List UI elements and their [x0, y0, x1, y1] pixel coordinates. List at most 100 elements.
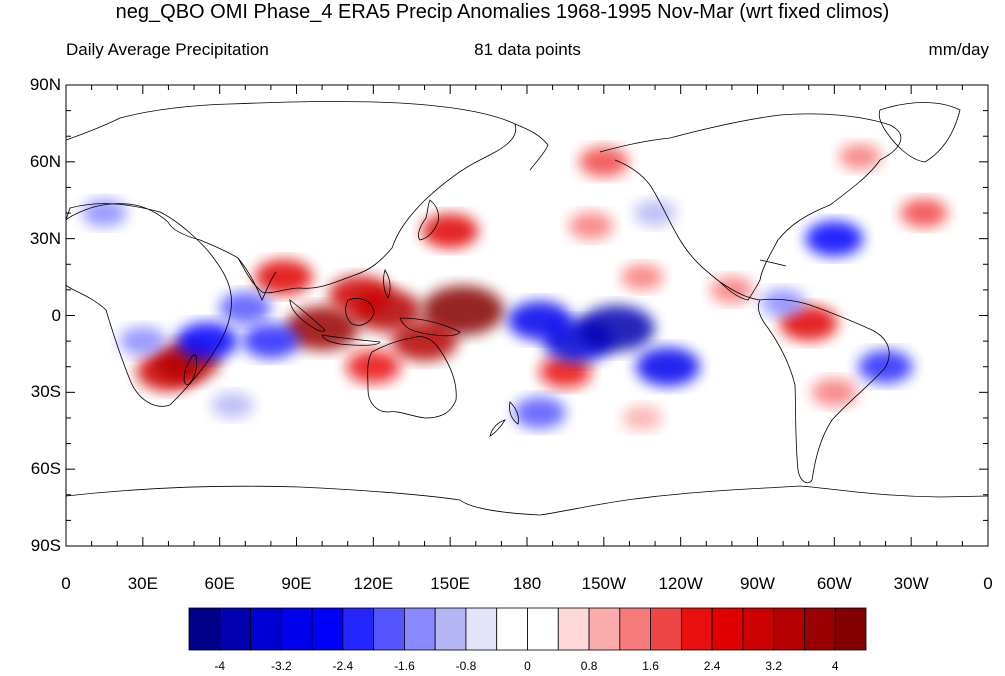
- lat-tick-label: 30S: [30, 382, 61, 402]
- anomaly-field: [82, 143, 948, 431]
- colorbar-swatch: [465, 607, 498, 651]
- lon-tick-label: 0: [61, 574, 71, 593]
- anomaly-blob: [254, 259, 313, 295]
- coastline-japan: [418, 199, 439, 241]
- lon-tick-label: 60W: [816, 574, 852, 593]
- colorbar-swatch: [373, 607, 405, 651]
- anomaly-blob: [219, 291, 272, 324]
- coastline-central-america: [719, 281, 761, 301]
- anomaly-blob: [242, 323, 300, 359]
- colorbar-swatch: [804, 607, 836, 651]
- lon-tick-label: 30E: [127, 574, 158, 593]
- lon-tick-label: 30W: [893, 574, 929, 593]
- coastline-borneo: [345, 298, 375, 326]
- anomaly-blob: [82, 199, 127, 227]
- colorbar-swatch: [711, 607, 744, 651]
- coastline-philippines: [383, 269, 391, 299]
- anomaly-blob: [285, 306, 359, 351]
- colorbar-tick-label: -3.2: [270, 659, 292, 673]
- colorbar-tick-label: 0: [524, 659, 531, 673]
- colorbar: [188, 607, 867, 651]
- colorbar-tick-label: 2.4: [703, 659, 721, 673]
- lat-tick-label: 60N: [29, 151, 61, 171]
- anomaly-blob: [633, 199, 677, 227]
- colorbar-tick-label: -4: [214, 659, 226, 673]
- coastline-south-america: [758, 298, 890, 484]
- anomaly-blob: [507, 301, 572, 341]
- anomaly-blob: [568, 211, 614, 240]
- colorbar-swatch: [557, 607, 590, 651]
- colorbar-swatch: [527, 607, 559, 651]
- anomaly-blob: [346, 350, 401, 384]
- colorbar-swatch: [742, 607, 775, 651]
- coastline-greenland: [878, 102, 961, 163]
- lon-tick-label: 180: [512, 574, 542, 593]
- anomaly-blob: [621, 263, 664, 291]
- lon-tick-label: 150W: [581, 574, 627, 593]
- coastline-caribbean: [759, 259, 787, 267]
- lon-tick-label: 90W: [740, 574, 775, 593]
- lon-tick-label: 120E: [353, 574, 394, 593]
- lon-tick-label: 0: [983, 574, 993, 593]
- colorbar-swatch: [280, 607, 313, 651]
- anomaly-blob: [579, 146, 629, 178]
- colorbar-swatch: [588, 607, 621, 651]
- coastline-madagascar: [183, 354, 198, 385]
- colorbar-tick-label: 3.2: [765, 659, 783, 673]
- lon-tick-label: 90E: [281, 574, 312, 593]
- lat-tick-label: 30N: [29, 228, 61, 248]
- colorbar-swatch: [834, 607, 867, 651]
- data-points-label: 81 data points: [474, 40, 581, 59]
- anomaly-blob: [805, 220, 864, 257]
- anomaly-blob: [539, 355, 592, 388]
- anomaly-blob: [811, 378, 858, 407]
- anomaly-blob: [328, 275, 393, 315]
- anomaly-blob: [622, 405, 663, 431]
- coastlines: [66, 101, 988, 516]
- lon-tick-label: 60E: [204, 574, 235, 593]
- colorbar-swatch: [619, 607, 651, 651]
- colorbar-tick-label: -2.4: [332, 659, 354, 673]
- lat-tick-label: 60S: [30, 459, 61, 479]
- colorbar-swatch: [680, 607, 713, 651]
- anomaly-blob: [635, 347, 700, 387]
- colorbar-tick-label: 0.8: [580, 659, 598, 673]
- coastline-north-america: [599, 113, 902, 301]
- anomaly-blob: [421, 213, 479, 249]
- coastline-australia: [367, 336, 457, 419]
- anomaly-blob: [421, 285, 504, 336]
- lon-tick-label: 150E: [430, 574, 471, 593]
- colorbar-swatch: [250, 607, 282, 651]
- lat-tick-label: 90N: [29, 75, 61, 94]
- coastline-antarctica: [66, 485, 988, 516]
- colorbar-swatch: [404, 607, 436, 651]
- colorbar-swatch: [311, 607, 344, 651]
- lon-tick-label: 120W: [658, 574, 703, 593]
- colorbar-tick-label: -0.8: [455, 659, 477, 673]
- colorbar-swatch: [342, 607, 375, 651]
- map-title: neg_QBO OMI Phase_4 ERA5 Precip Anomalie…: [115, 1, 890, 23]
- coastline-sumatra: [289, 299, 326, 332]
- anomaly-blob: [838, 143, 882, 170]
- lat-tick-label: 0: [51, 305, 61, 325]
- anomaly-blob: [119, 326, 167, 356]
- anomaly-blob: [211, 391, 254, 419]
- anomaly-blob: [760, 288, 806, 317]
- anomaly-blob: [900, 198, 948, 228]
- coastline-kamchatka: [514, 123, 549, 171]
- colorbar-swatch: [496, 607, 528, 651]
- anomaly-blob: [176, 322, 238, 360]
- coastline-africa: [66, 203, 232, 407]
- anomaly-blob: [513, 396, 566, 429]
- variable-label: Daily Average Precipitation: [66, 40, 269, 59]
- coastline-india: [237, 257, 277, 301]
- colorbar-swatch: [188, 607, 221, 651]
- coastline-new-zealand: [489, 401, 519, 437]
- colorbar-swatch: [219, 607, 251, 651]
- colorbar-tick-label: 4: [831, 659, 839, 673]
- units-label: mm/day: [928, 40, 989, 59]
- colorbar-swatch: [434, 607, 467, 651]
- coastline-eurasia: [66, 101, 517, 294]
- colorbar-tick-label: 1.6: [642, 659, 659, 673]
